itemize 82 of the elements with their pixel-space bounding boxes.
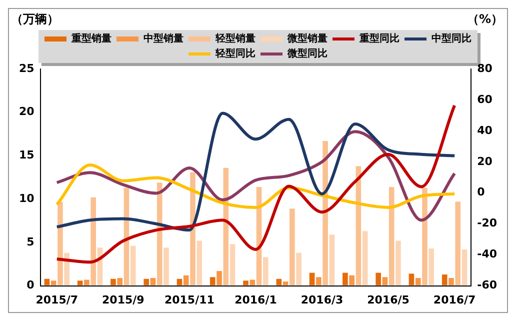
bar <box>455 202 461 286</box>
bar <box>110 278 116 286</box>
bar <box>84 280 90 286</box>
bar <box>130 246 136 286</box>
bar <box>230 244 236 286</box>
line-series <box>55 130 456 222</box>
bar <box>117 278 122 286</box>
bar <box>164 248 169 286</box>
bar <box>309 272 315 286</box>
bar <box>442 274 448 286</box>
bar <box>408 274 414 286</box>
x-tick-label: 2015/9 <box>102 293 144 306</box>
bar <box>290 208 295 286</box>
bar <box>44 278 50 286</box>
x-tick-label: 2016/3 <box>300 293 344 306</box>
y-tick-label: 15 <box>18 148 34 162</box>
bar <box>77 280 83 286</box>
y2-tick-label: 40 <box>477 124 493 137</box>
bar <box>196 240 202 286</box>
line-series <box>55 104 456 264</box>
bar <box>144 278 150 286</box>
line-series <box>55 112 456 232</box>
legend-label: 轻型销量 <box>214 32 256 45</box>
bar <box>316 277 322 286</box>
y-axis-title: （万辆） <box>11 12 59 26</box>
bar <box>428 248 434 286</box>
bar <box>58 202 63 286</box>
bar <box>462 249 468 286</box>
bar <box>90 197 96 286</box>
bar <box>156 182 162 286</box>
legend-label: 微型销量 <box>286 32 328 45</box>
legend-label: 中型销量 <box>144 32 184 45</box>
bar <box>50 280 56 286</box>
bar <box>216 271 222 286</box>
bar <box>223 168 229 286</box>
legend-label: 中型同比 <box>432 32 472 45</box>
bar <box>376 272 381 286</box>
bar <box>243 280 248 286</box>
bar <box>415 278 421 286</box>
bar <box>342 272 348 286</box>
bar <box>448 278 454 286</box>
x-tick-label: 2015/11 <box>164 293 214 306</box>
bar <box>362 231 368 286</box>
legend-label: 重型同比 <box>358 32 400 45</box>
legend-label: 重型销量 <box>70 32 112 45</box>
y-tick-label: 5 <box>26 235 34 248</box>
bar <box>388 186 394 286</box>
bar <box>276 278 282 286</box>
bar <box>210 277 216 286</box>
bar <box>263 257 268 286</box>
y2-tick-label: -60 <box>477 278 498 292</box>
y2-tick-label: 0 <box>477 186 486 199</box>
bar <box>250 280 256 286</box>
y2-tick-label: 80 <box>477 62 493 75</box>
y2-tick-label: -20 <box>477 216 498 230</box>
y-tick-label: 20 <box>18 105 35 118</box>
y2-tick-label: -40 <box>477 248 498 261</box>
bar <box>183 275 189 286</box>
y-tick-label: 10 <box>18 192 35 205</box>
bar <box>329 234 335 286</box>
bar <box>422 188 428 286</box>
x-tick-label: 2016/7 <box>433 293 476 306</box>
line-series <box>55 164 456 209</box>
y-tick-label: 25 <box>18 62 34 75</box>
y2-tick-label: 60 <box>477 92 493 106</box>
bar <box>64 252 70 286</box>
x-tick-label: 2015/7 <box>36 293 78 306</box>
legend-label: 微型同比 <box>286 48 328 60</box>
bar <box>282 281 288 286</box>
bar <box>176 278 182 286</box>
bar <box>382 277 388 286</box>
y-tick-label: 0 <box>26 278 35 292</box>
bar <box>150 278 156 286</box>
y2-tick-label: 20 <box>477 154 493 168</box>
bar <box>349 275 354 286</box>
x-tick-label: 2016/5 <box>367 293 410 306</box>
bar <box>396 240 401 286</box>
bar <box>190 172 196 286</box>
x-tick-label: 2016/1 <box>234 293 277 306</box>
legend-label: 轻型同比 <box>214 48 256 60</box>
y2-axis-title: （%） <box>466 12 503 26</box>
bar <box>296 252 302 286</box>
